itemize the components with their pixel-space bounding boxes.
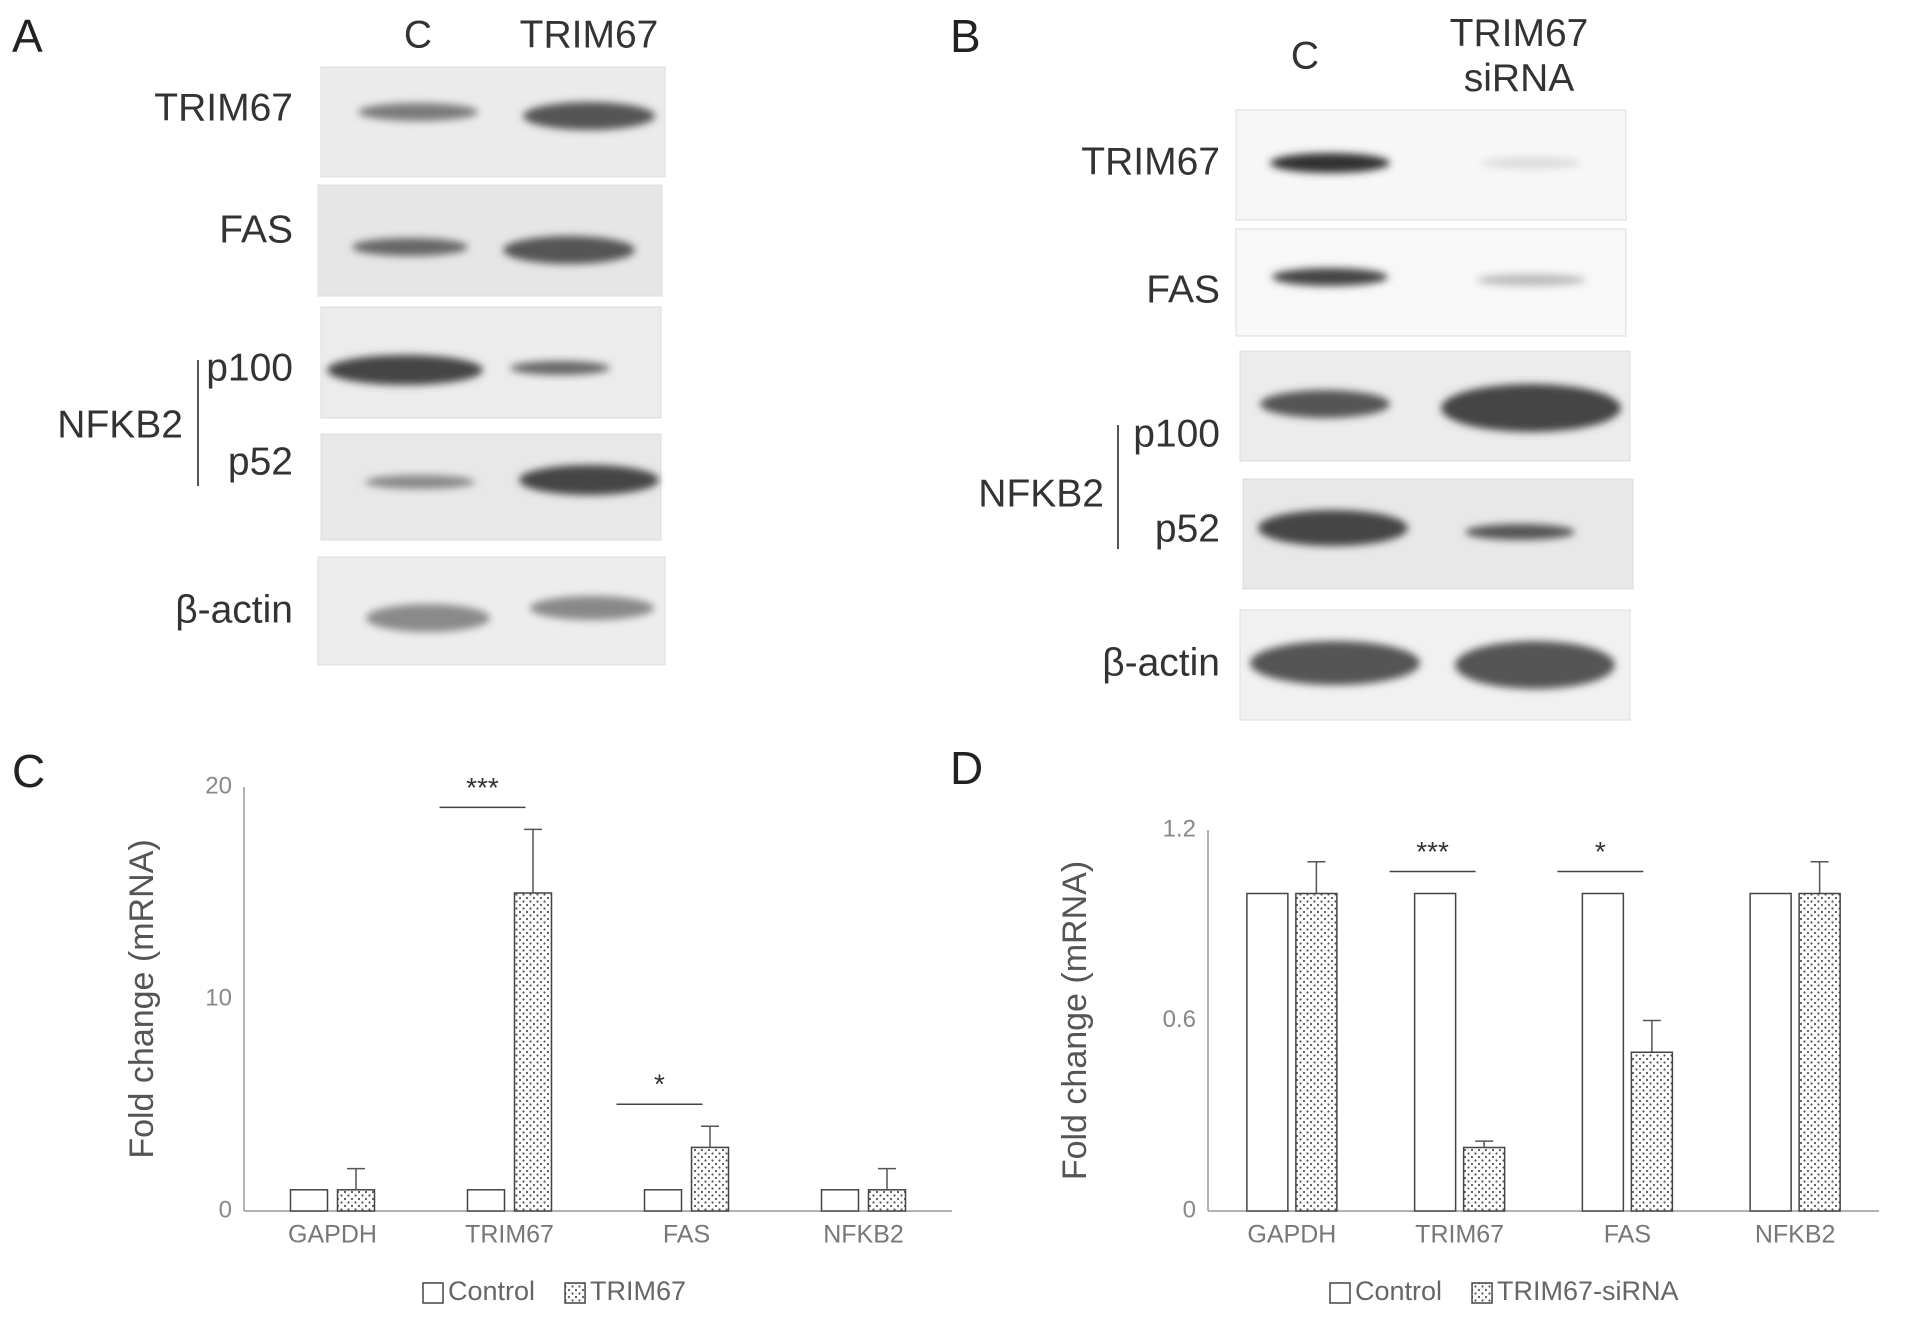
bar <box>466 1189 506 1212</box>
y-tick-label: 10 <box>205 984 232 1011</box>
x-tick-label: NFKB2 <box>1755 1221 1836 1249</box>
error-bar <box>347 1167 365 1190</box>
band <box>1465 524 1575 540</box>
bar <box>643 1189 683 1212</box>
row-label: p100 <box>206 346 293 389</box>
legend-swatch <box>422 1282 444 1304</box>
band <box>1258 510 1408 546</box>
bar <box>289 1189 329 1212</box>
band <box>1260 390 1390 418</box>
panel-letter: A <box>12 10 43 62</box>
bar <box>1413 892 1457 1212</box>
panel-letter: C <box>12 745 45 797</box>
x-tick-label: GAPDH <box>288 1221 377 1249</box>
band <box>1455 641 1615 689</box>
band <box>503 236 635 264</box>
x-tick-label: TRIM67 <box>465 1221 554 1249</box>
significance-label: * <box>654 1069 665 1100</box>
band <box>327 355 483 385</box>
row-label: p100 <box>1133 412 1220 455</box>
legend-label: Control <box>448 1276 535 1306</box>
y-tick-label: 0 <box>1183 1196 1196 1223</box>
legend-swatch <box>1471 1282 1493 1304</box>
error-bar <box>878 1167 896 1190</box>
band <box>1250 641 1420 685</box>
row-label: FAS <box>1146 268 1220 311</box>
error-bar <box>701 1125 719 1148</box>
group-label: NFKB2 <box>978 472 1104 515</box>
row-label: β-actin <box>175 588 293 631</box>
band <box>519 465 659 495</box>
row-label: p52 <box>1155 507 1220 550</box>
band <box>510 361 610 375</box>
bar <box>690 1146 730 1212</box>
band <box>1270 153 1390 173</box>
band <box>365 475 475 489</box>
legend-swatch <box>564 1282 586 1304</box>
error-bar <box>1307 861 1326 894</box>
bar <box>1295 892 1338 1212</box>
error-bar <box>1810 861 1829 894</box>
band <box>1441 384 1621 432</box>
error-bar <box>1475 1140 1494 1148</box>
legend-label: TRIM67-siRNA <box>1497 1276 1679 1306</box>
x-tick-label: FAS <box>1604 1221 1651 1249</box>
row-label: β-actin <box>1102 641 1220 684</box>
panel-letter: D <box>950 742 983 794</box>
band <box>366 604 490 632</box>
row-label: p52 <box>228 440 293 483</box>
band <box>523 102 655 130</box>
error-bar <box>524 828 542 893</box>
lane-label: TRIM67 <box>520 13 659 56</box>
band <box>352 238 468 256</box>
y-tick-label: 0 <box>219 1196 232 1223</box>
y-axis-label: Fold change (mRNA) <box>1056 861 1094 1180</box>
x-tick-label: FAS <box>663 1221 710 1249</box>
lane-label: siRNA <box>1464 57 1575 100</box>
significance-label: *** <box>466 772 499 803</box>
bar <box>1246 892 1289 1212</box>
bar <box>513 892 553 1212</box>
y-tick-label: 1.2 <box>1163 815 1196 842</box>
significance-label: * <box>1595 836 1606 867</box>
bar <box>820 1189 860 1212</box>
band <box>358 103 478 121</box>
row-label: TRIM67 <box>154 86 293 129</box>
legend-label: Control <box>1355 1276 1442 1306</box>
x-tick-label: TRIM67 <box>1415 1221 1504 1249</box>
x-tick-label: NFKB2 <box>823 1221 904 1249</box>
significance-label: *** <box>1416 836 1449 867</box>
lane-label: C <box>1291 34 1319 77</box>
band <box>1476 274 1586 286</box>
band <box>1272 268 1388 286</box>
panel-letter: B <box>950 10 981 62</box>
row-label: FAS <box>219 208 293 251</box>
bar <box>1749 892 1792 1212</box>
group-label: NFKB2 <box>57 403 183 446</box>
blot-a <box>197 66 666 666</box>
row-label: TRIM67 <box>1081 140 1220 183</box>
bar <box>1798 892 1841 1212</box>
x-tick-label: GAPDH <box>1247 1221 1336 1249</box>
error-bar <box>1642 1019 1661 1053</box>
bar <box>336 1189 376 1212</box>
y-tick-label: 0.6 <box>1163 1006 1196 1033</box>
y-tick-label: 20 <box>205 772 232 799</box>
band <box>1481 157 1581 169</box>
blot-b <box>1117 109 1634 721</box>
bar <box>1462 1146 1506 1212</box>
bar <box>1630 1051 1674 1212</box>
bar <box>867 1189 907 1212</box>
y-axis-label: Fold change (mRNA) <box>123 839 161 1158</box>
legend-label: TRIM67 <box>590 1276 686 1306</box>
bar <box>1581 892 1625 1212</box>
lane-label: TRIM67 <box>1450 12 1589 55</box>
legend-swatch <box>1329 1282 1351 1304</box>
band <box>530 596 654 620</box>
lane-label: C <box>404 13 432 56</box>
